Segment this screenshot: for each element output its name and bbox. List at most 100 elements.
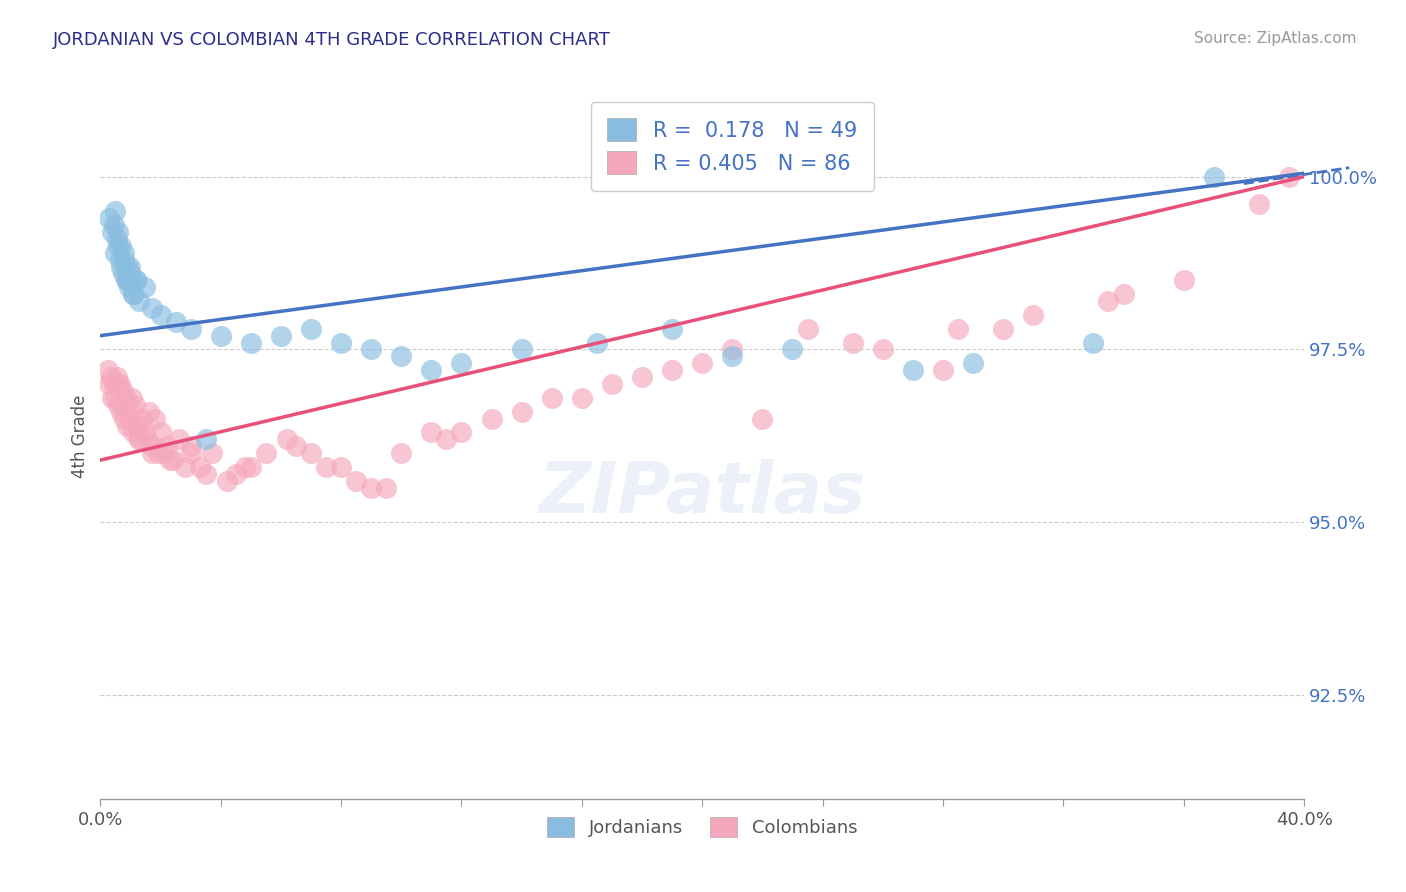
Point [101,391,124,405]
Point [586,335,609,350]
Point [299,446,322,460]
Point [104,391,127,405]
Text: JORDANIAN VS COLOMBIAN 4TH GRADE CORRELATION CHART: JORDANIAN VS COLOMBIAN 4TH GRADE CORRELA… [53,31,612,49]
Point [117,273,139,287]
Point [194,467,217,481]
Point [1022,308,1045,322]
Point [110,239,132,253]
Point [946,322,969,336]
Point [122,287,145,301]
Point [117,418,139,433]
Point [932,363,955,377]
Point [134,425,156,440]
Point [125,273,148,287]
Point [180,322,202,336]
Point [120,260,142,274]
Point [1278,169,1301,184]
Point [118,280,141,294]
Point [796,322,818,336]
Point [751,411,773,425]
Point [115,273,138,287]
Point [600,377,623,392]
Point [330,460,353,475]
Point [344,474,367,488]
Point [540,391,562,405]
Point [962,356,984,370]
Point [510,405,533,419]
Point [315,460,337,475]
Point [120,411,142,425]
Point [1097,294,1119,309]
Point [112,398,135,412]
Point [1202,169,1225,184]
Point [141,301,163,315]
Point [112,245,135,260]
Point [103,377,125,392]
Point [141,446,163,460]
Point [270,328,292,343]
Point [141,439,163,453]
Point [872,343,894,357]
Legend: Jordanians, Colombians: Jordanians, Colombians [540,810,865,844]
Point [111,267,134,281]
Point [991,322,1014,336]
Point [360,481,382,495]
Point [107,239,129,253]
Point [690,356,713,370]
Point [254,446,277,460]
Point [108,377,131,392]
Point [110,260,132,274]
Point [239,460,262,475]
Point [215,474,238,488]
Point [389,350,412,364]
Y-axis label: 4th Grade: 4th Grade [72,394,89,477]
Point [159,453,181,467]
Point [162,453,184,467]
Point [138,405,160,419]
Point [225,467,247,481]
Point [146,446,169,460]
Point [107,377,129,392]
Point [450,425,472,440]
Point [721,343,744,357]
Point [136,433,159,447]
Point [103,218,125,232]
Point [180,439,202,453]
Point [233,460,256,475]
Text: Source: ZipAtlas.com: Source: ZipAtlas.com [1194,31,1357,46]
Point [152,446,174,460]
Point [661,363,683,377]
Point [121,391,143,405]
Point [1112,287,1135,301]
Point [128,433,150,447]
Point [149,308,172,322]
Point [122,425,145,440]
Point [389,446,412,460]
Point [100,370,122,384]
Point [1173,273,1195,287]
Point [105,232,128,246]
Point [180,446,202,460]
Point [115,391,138,405]
Point [167,433,190,447]
Point [128,433,150,447]
Point [128,294,150,309]
Point [124,398,146,412]
Point [450,356,472,370]
Point [104,245,127,260]
Point [201,446,224,460]
Point [721,350,744,364]
Point [131,411,153,425]
Point [134,280,156,294]
Point [122,287,145,301]
Point [360,343,382,357]
Text: ZIPatlas: ZIPatlas [538,459,866,528]
Point [107,398,129,412]
Point [661,322,683,336]
Point [375,481,398,495]
Point [118,398,141,412]
Point [165,315,187,329]
Point [330,335,353,350]
Point [110,405,132,419]
Point [276,433,298,447]
